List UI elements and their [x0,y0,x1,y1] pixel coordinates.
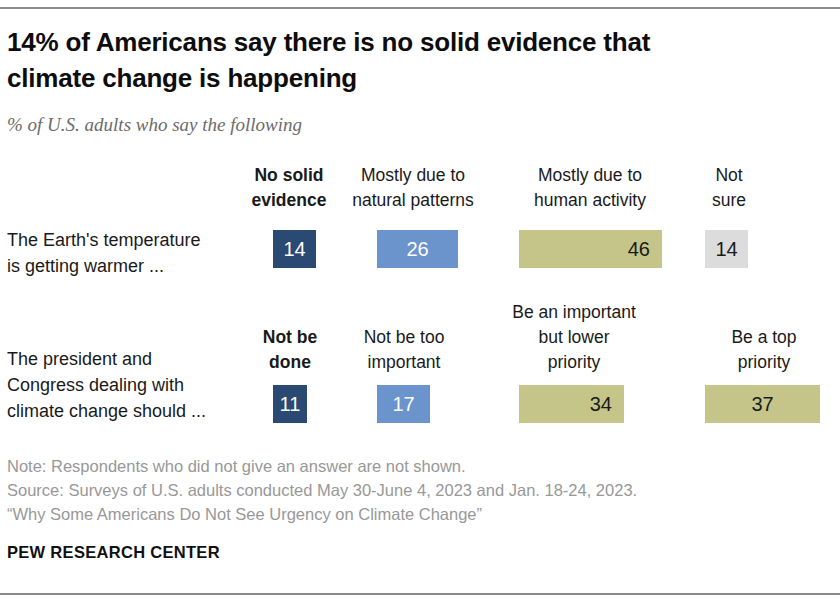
bar-not-sure: 14 [705,230,748,268]
col-header-human-activity: Mostly due to human activity [534,163,646,213]
col-header-no-solid-evidence: No solid evidence [252,163,327,213]
footer-note: Note: Respondents who did not give an an… [7,454,637,478]
bar-lower-priority: 34 [519,385,624,423]
chart-title: 14% of Americans say there is no solid e… [7,24,650,96]
chart-card: 14% of Americans say there is no solid e… [0,0,840,602]
bar-value: 14 [283,238,305,261]
bar-value: 46 [628,238,650,261]
top-divider [0,7,840,9]
bar-value: 34 [590,393,612,416]
col-header-top-priority: Be a top priority [731,325,796,375]
bar-value: 26 [406,238,428,261]
bar-natural-patterns: 26 [377,230,458,268]
bar-human-activity: 46 [519,230,662,268]
brand-pew-research-center: PEW RESEARCH CENTER [7,543,220,562]
row-label-earth-temperature: The Earth's temperature is getting warme… [7,227,201,279]
col-header-not-sure: Not sure [712,163,746,213]
footer-source: Source: Surveys of U.S. adults conducted… [7,478,637,502]
footer-report-title: “Why Some Americans Do Not See Urgency o… [7,502,637,526]
col-header-lower-priority: Be an important but lower priority [512,300,636,375]
bar-value: 17 [392,393,414,416]
bar-value: 37 [751,393,773,416]
col-header-natural-patterns: Mostly due to natural patterns [352,163,474,213]
bar-value: 11 [280,393,301,416]
row-label-president-congress: The president and Congress dealing with … [7,346,206,424]
chart-subtitle: % of U.S. adults who say the following [7,114,302,136]
bottom-divider [0,593,840,595]
col-header-not-too-important: Not be too important [364,325,445,375]
bar-no-solid-evidence: 14 [273,230,316,268]
bar-not-be-done: 11 [273,385,307,423]
bar-top-priority: 37 [705,385,820,423]
footer-notes: Note: Respondents who did not give an an… [7,454,637,526]
bar-not-too-important: 17 [377,385,430,423]
col-header-not-be-done: Not be done [263,325,317,375]
bar-value: 14 [715,238,737,261]
